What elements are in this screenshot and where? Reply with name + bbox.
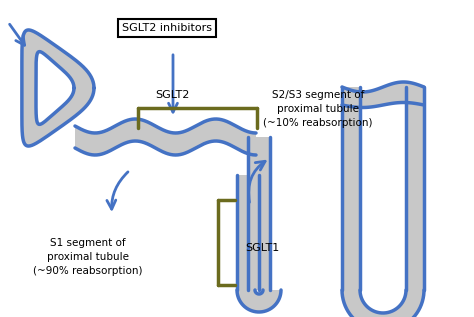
Text: SGLT2: SGLT2 xyxy=(155,90,189,100)
Polygon shape xyxy=(342,82,424,107)
Polygon shape xyxy=(248,137,270,290)
Polygon shape xyxy=(75,119,256,155)
Polygon shape xyxy=(237,175,259,290)
Polygon shape xyxy=(22,30,94,146)
Polygon shape xyxy=(406,87,424,290)
Polygon shape xyxy=(342,290,424,317)
Polygon shape xyxy=(237,290,281,312)
Text: SGLT1: SGLT1 xyxy=(245,243,279,253)
Polygon shape xyxy=(342,87,360,290)
Text: S2/S3 segment of
proximal tubule
(~10% reabsorption): S2/S3 segment of proximal tubule (~10% r… xyxy=(263,90,373,128)
Text: S1 segment of
proximal tubule
(~90% reabsorption): S1 segment of proximal tubule (~90% reab… xyxy=(33,238,143,276)
Text: SGLT2 inhibitors: SGLT2 inhibitors xyxy=(122,23,212,33)
